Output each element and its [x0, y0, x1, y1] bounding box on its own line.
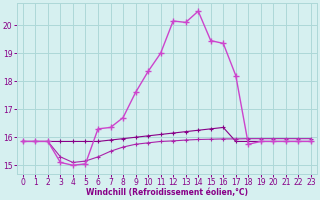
X-axis label: Windchill (Refroidissement éolien,°C): Windchill (Refroidissement éolien,°C) — [86, 188, 248, 197]
